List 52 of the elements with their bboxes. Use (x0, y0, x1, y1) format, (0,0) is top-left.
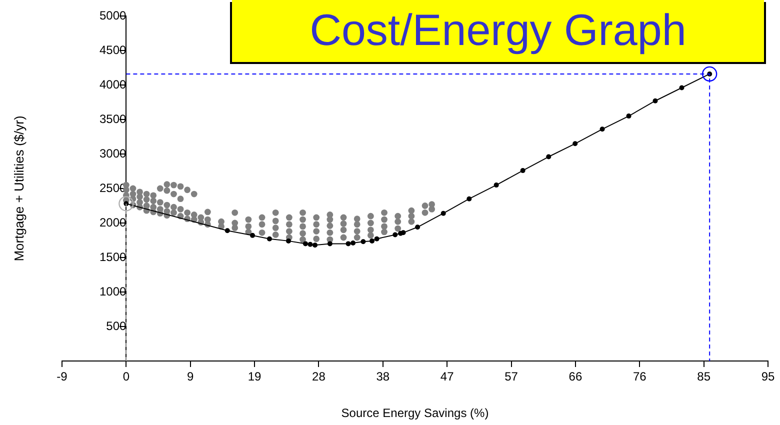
title-banner: Cost/Energy Graph (232, 0, 764, 62)
x-tick-label: 76 (632, 370, 647, 384)
point (440, 210, 446, 216)
point (546, 154, 552, 160)
y-axis-title: Mortgage + Utilities ($/yr) (12, 114, 26, 264)
x-tick-label: 95 (761, 370, 775, 384)
y-tick-label: 2000 (99, 215, 126, 230)
point (346, 241, 351, 246)
y-tick-label: 3000 (99, 146, 126, 160)
point (118, 196, 134, 212)
point (308, 242, 313, 247)
y-tick-label: 500 (106, 318, 126, 333)
x-tick-label: 66 (568, 370, 582, 384)
point (250, 232, 256, 238)
point (224, 228, 230, 234)
x-tick-label: 47 (440, 370, 454, 384)
point (520, 168, 526, 174)
x-tick-label: 28 (312, 370, 326, 384)
y-tick-label: 1500 (99, 250, 126, 264)
x-tick-label: -9 (56, 370, 68, 384)
x-tick-label: 38 (376, 370, 390, 384)
y-tick-label: 5000 (99, 8, 126, 22)
point (400, 230, 406, 236)
y-tick-label: 1000 (99, 284, 126, 298)
point (415, 224, 420, 230)
point (626, 114, 632, 119)
point (266, 236, 272, 242)
point (600, 126, 605, 132)
point (572, 141, 578, 146)
point (679, 85, 684, 90)
y-tick-label: 4000 (99, 77, 126, 92)
point (312, 242, 318, 248)
x-tick-label: 0 (122, 370, 130, 384)
point (370, 238, 375, 244)
point (327, 241, 332, 246)
x-tick-label: 85 (697, 370, 711, 384)
point (374, 236, 380, 242)
x-axis-title: Source Energy Savings (%) (341, 406, 489, 420)
point (286, 238, 292, 244)
x-tick-label: 57 (504, 370, 518, 384)
y-tick-label: 3500 (99, 112, 126, 126)
point (702, 66, 718, 82)
point (350, 240, 356, 246)
y-tick-label: 4500 (99, 42, 126, 57)
x-tick-label: 19 (248, 370, 262, 384)
point (494, 182, 499, 188)
point (466, 196, 472, 202)
point (302, 241, 308, 246)
point (652, 98, 658, 104)
point (392, 232, 398, 238)
x-tick-label: 9 (187, 370, 194, 384)
point (360, 239, 366, 244)
